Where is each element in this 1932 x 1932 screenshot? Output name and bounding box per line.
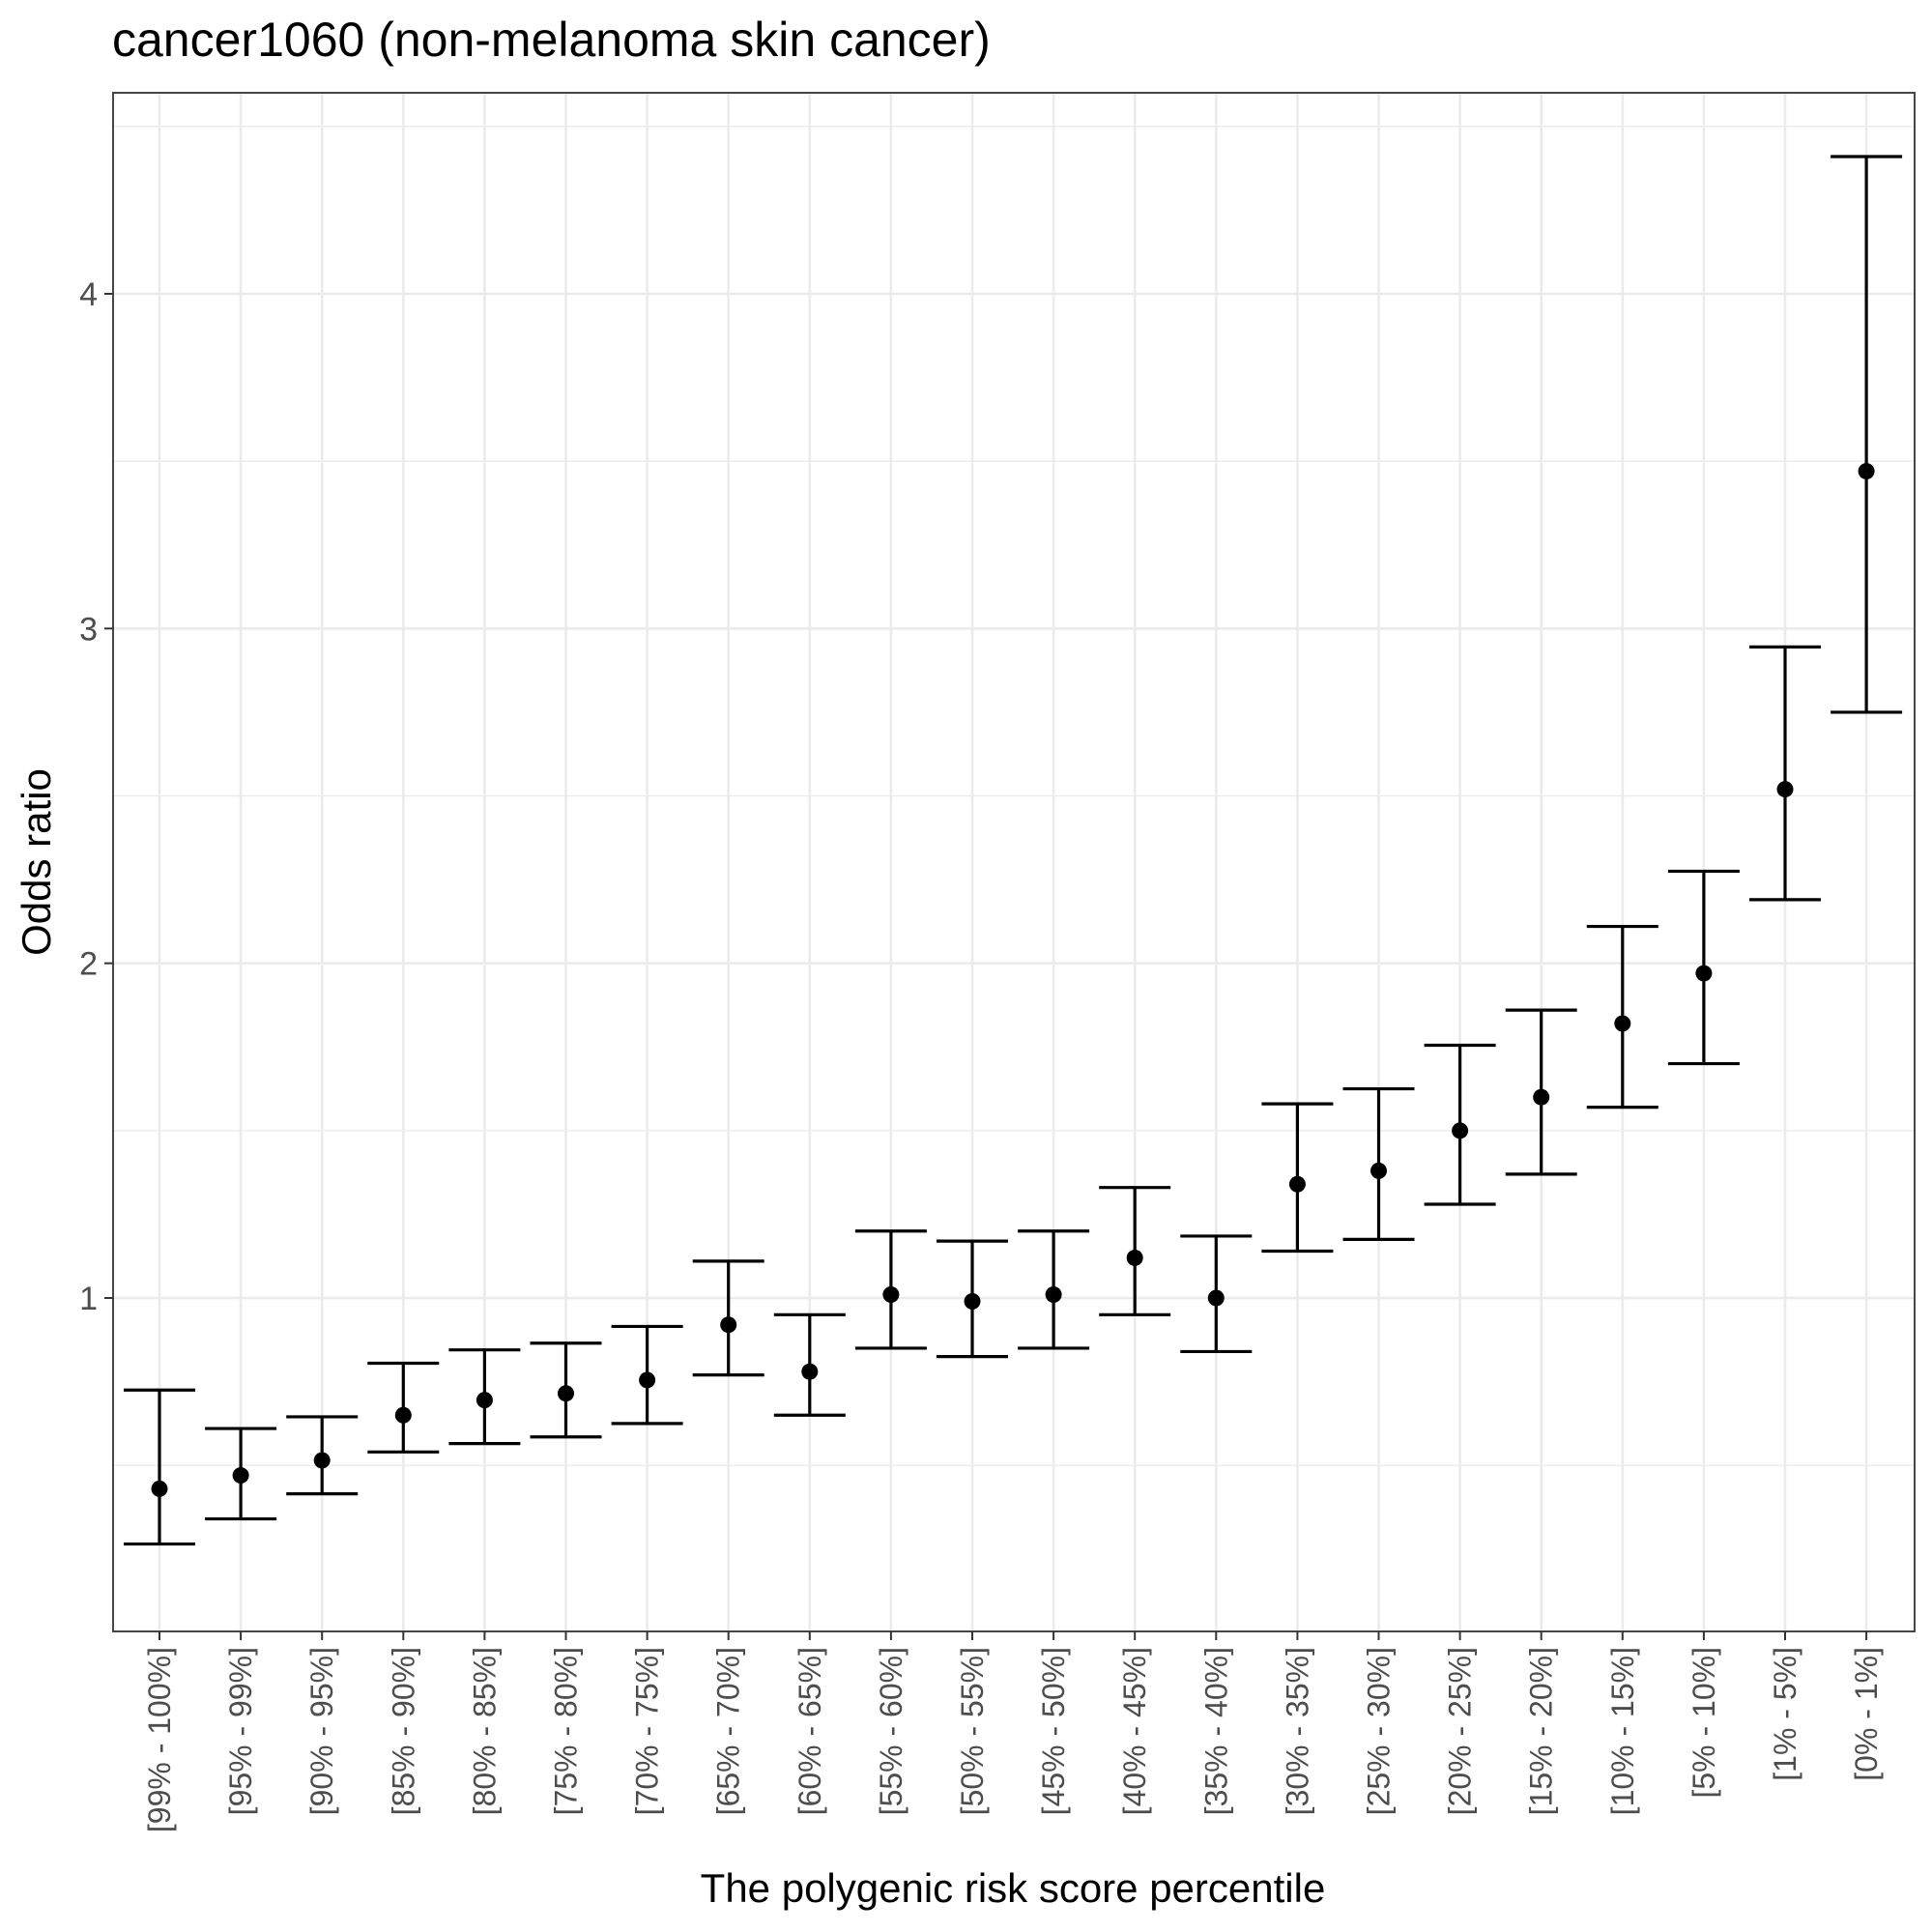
data-point bbox=[1045, 1286, 1062, 1304]
x-tick-label: [0% - 1%] bbox=[1849, 1647, 1884, 1781]
data-point bbox=[232, 1467, 249, 1485]
x-tick-label: [45% - 50%] bbox=[1036, 1647, 1071, 1815]
x-tick-label: [95% - 99%] bbox=[223, 1647, 258, 1815]
data-point bbox=[720, 1316, 737, 1334]
plot-panel bbox=[113, 93, 1915, 1631]
data-point bbox=[558, 1385, 574, 1402]
data-point bbox=[1614, 1015, 1631, 1032]
x-axis-title: The polygenic risk score percentile bbox=[701, 1865, 1326, 1911]
data-point bbox=[1776, 781, 1794, 798]
x-tick-label: [30% - 35%] bbox=[1280, 1647, 1314, 1815]
chart-title: cancer1060 (non-melanoma skin cancer) bbox=[112, 13, 991, 67]
panel-border bbox=[112, 92, 1916, 1632]
x-tick-label: [40% - 45%] bbox=[1117, 1647, 1152, 1815]
x-tick-label: [15% - 20%] bbox=[1524, 1647, 1559, 1815]
x-tick-label: [55% - 60%] bbox=[874, 1647, 908, 1815]
data-point bbox=[1695, 965, 1713, 982]
x-tick-label: [25% - 30%] bbox=[1362, 1647, 1397, 1815]
data-point bbox=[639, 1371, 656, 1389]
y-tick-label: 2 bbox=[79, 946, 98, 983]
x-tick-label: [75% - 80%] bbox=[549, 1647, 584, 1815]
data-point bbox=[1288, 1175, 1306, 1193]
y-axis-title: Odds ratio bbox=[14, 768, 59, 956]
x-tick-label: [50% - 55%] bbox=[955, 1647, 990, 1815]
data-point bbox=[964, 1292, 981, 1310]
x-tick-label: [65% - 70%] bbox=[711, 1647, 746, 1815]
x-tick-label: [20% - 25%] bbox=[1443, 1647, 1478, 1815]
data-point bbox=[394, 1406, 412, 1424]
data-point bbox=[1452, 1122, 1469, 1139]
x-tick-label: [90% - 95%] bbox=[304, 1647, 339, 1815]
data-point bbox=[151, 1480, 168, 1497]
x-tick-label: [1% - 5%] bbox=[1768, 1647, 1802, 1781]
data-point bbox=[1858, 463, 1875, 480]
data-point bbox=[1207, 1289, 1225, 1307]
y-tick-label: 4 bbox=[79, 276, 98, 313]
x-tick-label: [99% - 100%] bbox=[142, 1647, 177, 1832]
data-point bbox=[1533, 1088, 1550, 1106]
x-tick-label: [35% - 40%] bbox=[1198, 1647, 1233, 1815]
data-point bbox=[801, 1363, 819, 1380]
data-point bbox=[476, 1392, 493, 1409]
data-point bbox=[882, 1286, 900, 1304]
data-point bbox=[1370, 1162, 1387, 1179]
x-tick-label: [60% - 65%] bbox=[793, 1647, 827, 1815]
data-point bbox=[313, 1452, 331, 1469]
x-tick-label: [10% - 15%] bbox=[1605, 1647, 1640, 1815]
x-tick-label: [80% - 85%] bbox=[467, 1647, 502, 1815]
x-tick-label: [85% - 90%] bbox=[386, 1647, 420, 1815]
x-tick-label: [5% - 10%] bbox=[1687, 1647, 1721, 1799]
x-tick-label: [70% - 75%] bbox=[630, 1647, 665, 1815]
y-tick-label: 3 bbox=[79, 611, 98, 648]
y-tick-label: 1 bbox=[79, 1281, 98, 1317]
data-point bbox=[1126, 1249, 1143, 1266]
